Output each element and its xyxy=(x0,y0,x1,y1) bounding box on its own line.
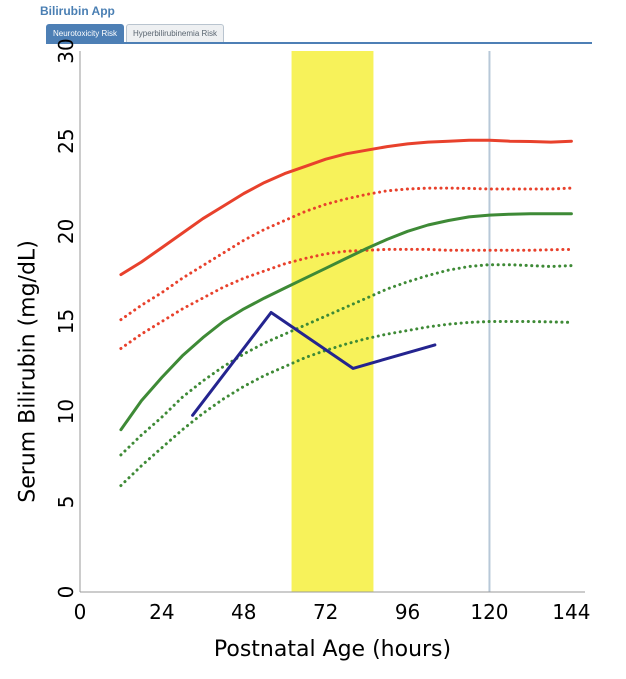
series-line-6 xyxy=(119,320,573,488)
x-tick-label: 96 xyxy=(395,600,420,624)
x-axis: 0 24 48 72 96 120 144 xyxy=(74,600,591,624)
y-tick-label: 15 xyxy=(54,309,78,334)
x-tick-label: 72 xyxy=(313,600,338,624)
series-line-4 xyxy=(119,212,573,432)
y-axis: 0 5 10 15 20 25 30 xyxy=(54,38,78,598)
x-tick-label: 144 xyxy=(552,600,590,624)
y-tick-label: 10 xyxy=(54,399,78,424)
app-header: Bilirubin App Neurotoxicity Risk Hyperbi… xyxy=(36,0,592,44)
x-tick-label: 48 xyxy=(231,600,256,624)
highlight-band xyxy=(291,51,374,592)
y-tick-label: 20 xyxy=(54,219,78,244)
series-line-7 xyxy=(191,311,437,417)
series-line-3 xyxy=(119,247,573,350)
tab-bar: Neurotoxicity Risk Hyperbilirubinemia Ri… xyxy=(46,24,226,43)
series-line-2 xyxy=(119,186,573,322)
series-layer xyxy=(119,138,573,488)
tab-hyperbilirubinemia-risk[interactable]: Hyperbilirubinemia Risk xyxy=(126,24,225,43)
y-tick-label: 5 xyxy=(54,495,78,508)
tab-neurotoxicity-risk[interactable]: Neurotoxicity Risk xyxy=(46,24,125,43)
x-tick-label: 24 xyxy=(149,600,174,624)
series-line-1 xyxy=(119,138,573,277)
y-tick-label: 30 xyxy=(54,38,78,63)
x-tick-label: 0 xyxy=(74,600,87,624)
app-title: Bilirubin App xyxy=(40,4,115,18)
x-tick-label: 120 xyxy=(470,600,508,624)
y-axis-label: Serum Bilirubin (mg/dL) xyxy=(16,240,41,503)
x-axis-label: Postnatal Age (hours) xyxy=(214,637,451,662)
series-line-5 xyxy=(119,263,573,457)
y-tick-label: 25 xyxy=(54,128,78,153)
tab-underline xyxy=(46,42,592,44)
y-tick-label: 0 xyxy=(54,586,78,599)
